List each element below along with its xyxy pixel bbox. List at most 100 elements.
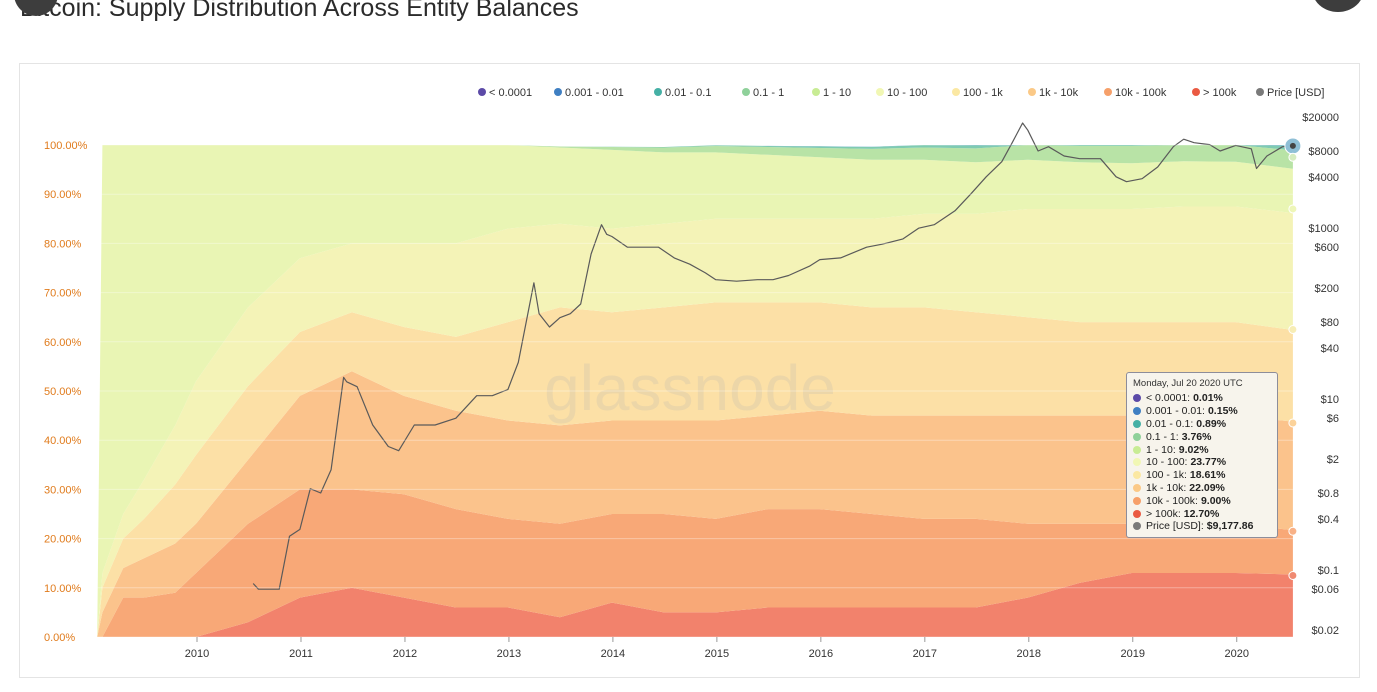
area-series-4	[97, 206, 1293, 637]
y-right-tick-label: $4000	[1308, 172, 1339, 184]
x-tick-label: 2011	[289, 648, 313, 660]
legend-swatch	[812, 88, 820, 96]
x-tick-label: 2013	[497, 648, 521, 660]
tooltip-swatch	[1133, 471, 1141, 480]
y-left-tick-label: 30.00%	[44, 484, 82, 496]
y-right-tick-label: $10	[1321, 394, 1339, 406]
tooltip-row: Price [USD]: $9,177.86	[1133, 520, 1271, 533]
legend-swatch	[478, 88, 486, 96]
end-marker-3	[1288, 325, 1298, 334]
tooltip-label: 10 - 100:	[1146, 456, 1188, 469]
area-series-3	[97, 302, 1293, 637]
right-axis: $0.02 $0.06 $0.1 $0.4 $0.8 $2 $6 $10 $40 $80 $200 $…	[1302, 112, 1339, 637]
tooltip: Monday, Jul 20 2020 UTC < 0.0001: 0.01% 0.…	[1126, 372, 1278, 538]
tooltip-row: 0.001 - 0.01: 0.15%	[1133, 405, 1271, 418]
x-tick-label: 2017	[913, 648, 937, 660]
tooltip-swatch	[1133, 419, 1141, 428]
legend-label: 0.001 - 0.01	[565, 87, 624, 99]
left-corner-button[interactable]	[14, 0, 58, 16]
legend-swatch	[952, 88, 960, 96]
tooltip-label: 1k - 10k:	[1146, 481, 1187, 494]
tooltip-row: 10k - 100k: 9.00%	[1133, 494, 1271, 507]
y-right-tick-label: $6	[1327, 413, 1339, 425]
legend-swatch	[1256, 88, 1264, 96]
x-axis: 2010 2011 2012 2013 2014 2015 2016 2017 2018 2019…	[185, 637, 1249, 660]
y-right-tick-label: $80	[1321, 317, 1339, 329]
legend-swatch	[1104, 88, 1112, 96]
tooltip-swatch	[1133, 458, 1141, 467]
x-tick-label: 2020	[1224, 648, 1248, 660]
tooltip-date: Monday, Jul 20 2020 UTC	[1133, 378, 1243, 389]
tooltip-label: 100 - 1k:	[1146, 469, 1187, 482]
y-right-tick-label: $600	[1315, 242, 1339, 254]
tooltip-value: 23.77%	[1190, 456, 1227, 469]
tooltip-row: 1 - 10: 9.02%	[1133, 443, 1271, 456]
tooltip-swatch	[1133, 496, 1141, 505]
tooltip-row: 1k - 10k: 22.09%	[1133, 482, 1271, 495]
tooltip-label: < 0.0001:	[1146, 392, 1191, 405]
y-right-tick-label: $40	[1321, 343, 1339, 355]
area-series-0	[97, 573, 1293, 637]
tooltip-swatch	[1133, 483, 1141, 492]
end-marker-5	[1288, 526, 1298, 536]
tooltip-row: > 100k: 12.70%	[1133, 507, 1271, 520]
x-tick-label: 2015	[705, 648, 729, 660]
y-left-tick-label: 20.00%	[44, 534, 82, 546]
tooltip-value: 0.01%	[1193, 392, 1223, 405]
tooltip-label: 0.001 - 0.01:	[1146, 405, 1205, 418]
legend-label: 0.01 - 0.1	[665, 87, 711, 99]
y-right-tick-label: $200	[1315, 283, 1339, 295]
legend: < 0.0001 0.001 - 0.01 0.01 - 0.1 0.1 - 1 1 -…	[478, 87, 1324, 99]
x-tick-label: 2010	[185, 648, 209, 660]
legend-swatch	[1028, 88, 1036, 96]
x-tick-label: 2016	[809, 648, 833, 660]
tooltip-value: 22.09%	[1189, 481, 1225, 494]
price-layer	[252, 122, 1293, 590]
tooltip-row: 0.1 - 1: 3.76%	[1133, 430, 1271, 443]
legend-swatch	[554, 88, 562, 96]
tooltip-value: 18.61%	[1189, 469, 1226, 482]
y-left-tick-label: 50.00%	[44, 386, 82, 398]
y-left-tick-label: 90.00%	[44, 189, 82, 201]
x-tick-label: 2019	[1121, 648, 1145, 660]
tooltip-label: > 100k:	[1146, 507, 1181, 520]
legend-label: 0.1 - 1	[753, 87, 784, 99]
tooltip-rows: < 0.0001: 0.01% 0.001 - 0.01: 0.15% 0.01 - 0…	[1133, 392, 1271, 533]
y-right-tick-label: $0.06	[1311, 584, 1339, 596]
end-marker-4	[1288, 418, 1298, 428]
end-marker-2	[1288, 204, 1298, 214]
tooltip-row: 0.01 - 0.1: 0.89%	[1133, 418, 1271, 431]
y-left-tick-label: 40.00%	[44, 435, 82, 447]
legend-label: 1 - 10	[823, 87, 851, 99]
y-left-tick-label: 70.00%	[44, 288, 82, 300]
y-left-tick-label: 0.00%	[44, 632, 75, 644]
area-series-2	[97, 371, 1293, 637]
tooltip-row: 100 - 1k: 18.61%	[1133, 469, 1271, 482]
tooltip-value: 3.76%	[1181, 430, 1212, 443]
tooltip-value: 9.00%	[1200, 494, 1231, 507]
legend-label: 10k - 100k	[1115, 87, 1167, 99]
y-left-tick-label: 80.00%	[44, 238, 82, 250]
area-layer	[97, 145, 1293, 637]
tooltip-value: 0.89%	[1196, 417, 1227, 430]
end-marker-1	[1288, 152, 1298, 162]
x-tick-label: 2018	[1017, 648, 1041, 660]
y-left-tick-label: 100.00%	[44, 140, 88, 152]
y-left-tick-label: 60.00%	[44, 337, 82, 349]
legend-swatch	[1192, 88, 1200, 96]
tooltip-value: 9.02%	[1178, 443, 1209, 456]
tooltip-label: Price [USD]:	[1146, 520, 1204, 533]
y-right-tick-label: $0.1	[1318, 565, 1339, 577]
tooltip-value: 0.15%	[1207, 405, 1238, 418]
legend-swatch	[876, 88, 884, 96]
tooltip-swatch	[1133, 445, 1141, 454]
tooltip-label: 1 - 10:	[1146, 443, 1176, 456]
area-series-5	[97, 145, 1293, 637]
y-right-tick-label: $20000	[1302, 112, 1339, 124]
tooltip-label: 0.1 - 1:	[1146, 430, 1179, 443]
price-line	[252, 122, 1293, 590]
x-tick-label: 2012	[393, 648, 417, 660]
tooltip-swatch	[1133, 522, 1141, 531]
tooltip-row: < 0.0001: 0.01%	[1133, 392, 1271, 405]
